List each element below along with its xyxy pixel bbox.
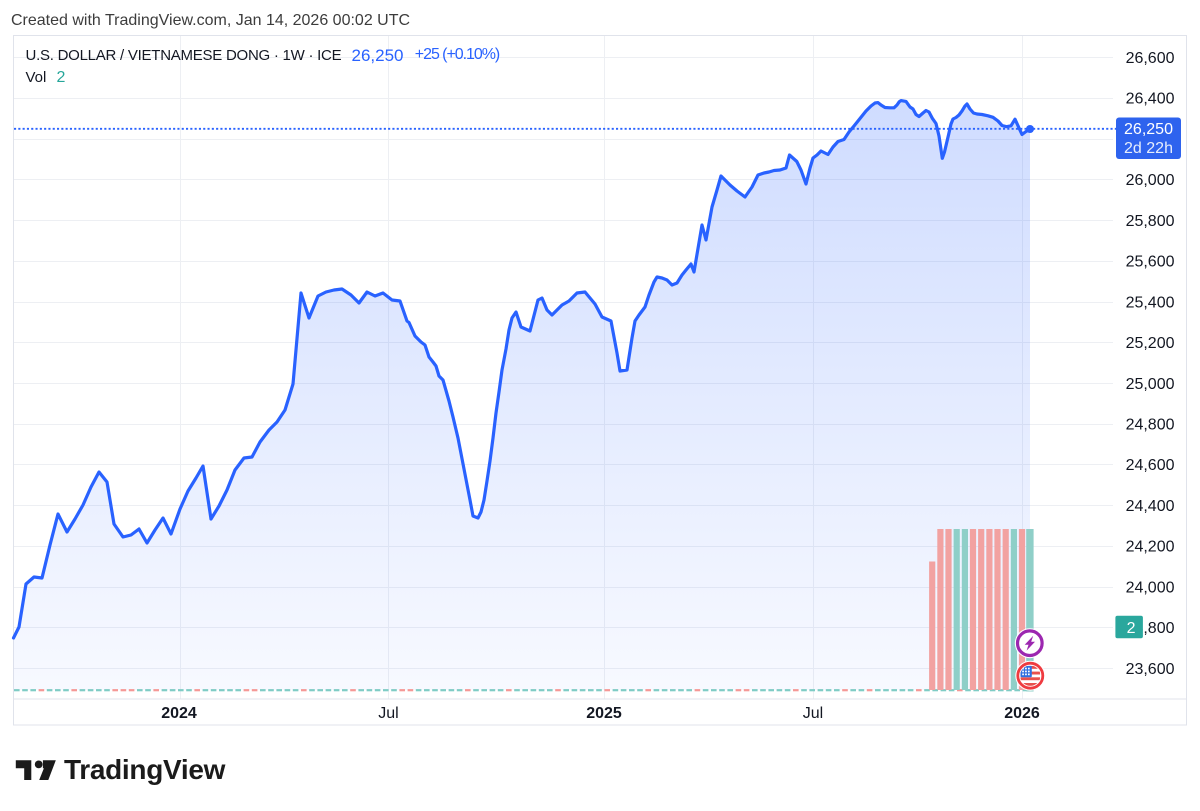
- svg-text:26,600: 26,600: [1126, 50, 1175, 67]
- svg-text:2026: 2026: [1004, 705, 1040, 722]
- svg-text:25,600: 25,600: [1126, 254, 1175, 271]
- svg-text:26,000: 26,000: [1126, 172, 1175, 189]
- svg-text:2024: 2024: [161, 705, 197, 722]
- svg-text:24,000: 24,000: [1126, 579, 1175, 596]
- svg-text:25,200: 25,200: [1126, 335, 1175, 352]
- svg-text:2d 22h: 2d 22h: [1124, 140, 1173, 157]
- svg-text:Jul: Jul: [378, 705, 398, 722]
- svg-text:25,000: 25,000: [1126, 376, 1175, 393]
- svg-text:24,600: 24,600: [1126, 457, 1175, 474]
- svg-text:24,400: 24,400: [1126, 498, 1175, 515]
- svg-text:25,800: 25,800: [1126, 213, 1175, 230]
- svg-text:23,600: 23,600: [1126, 661, 1175, 678]
- svg-text:25,400: 25,400: [1126, 294, 1175, 311]
- svg-text:2: 2: [1127, 620, 1136, 637]
- svg-text:26,250: 26,250: [1124, 121, 1173, 138]
- svg-text:Jul: Jul: [803, 705, 823, 722]
- svg-text:26,400: 26,400: [1126, 91, 1175, 108]
- svg-text:2025: 2025: [586, 705, 622, 722]
- svg-text:24,800: 24,800: [1126, 417, 1175, 434]
- svg-text:24,200: 24,200: [1126, 539, 1175, 556]
